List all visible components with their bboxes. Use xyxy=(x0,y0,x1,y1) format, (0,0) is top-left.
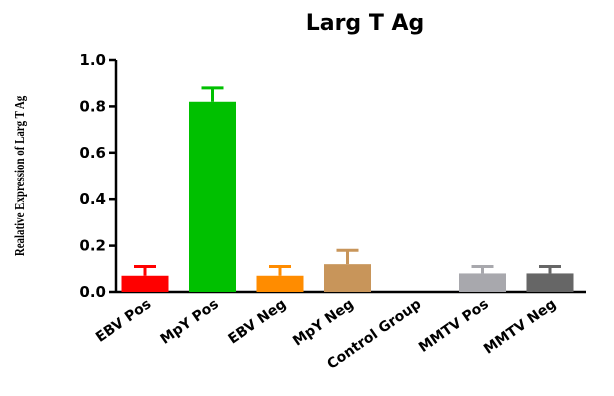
bar xyxy=(256,275,304,292)
error-bars xyxy=(134,86,561,276)
y-tick-label: 0.8 xyxy=(79,97,106,115)
x-tick-label: MpY Pos xyxy=(158,296,222,348)
bar xyxy=(189,101,236,292)
y-tick-label: 0.6 xyxy=(79,144,106,162)
bar xyxy=(324,264,371,292)
x-tick-label: MpY Neg xyxy=(290,296,357,349)
bar xyxy=(121,275,169,292)
x-tick-label: MMTV Neg xyxy=(481,296,559,357)
x-tick-label: EBV Neg xyxy=(226,296,290,347)
y-axis-label: Realative Expression of Larg T Ag xyxy=(12,95,28,256)
y-tick-label: 0.2 xyxy=(79,237,106,255)
bar xyxy=(526,273,574,292)
bars xyxy=(121,101,574,292)
x-tick-label: EBV Pos xyxy=(93,296,154,346)
y-ticks: 0.0 0.2 0.4 0.6 0.8 1.0 xyxy=(79,51,116,301)
chart-title: Larg T Ag xyxy=(306,11,425,36)
x-tick-label: MMTV Pos xyxy=(416,296,492,356)
y-tick-label: 0.0 xyxy=(79,283,106,301)
y-tick-label: 1.0 xyxy=(79,51,106,69)
y-tick-label: 0.4 xyxy=(79,190,106,208)
bar xyxy=(459,273,506,292)
